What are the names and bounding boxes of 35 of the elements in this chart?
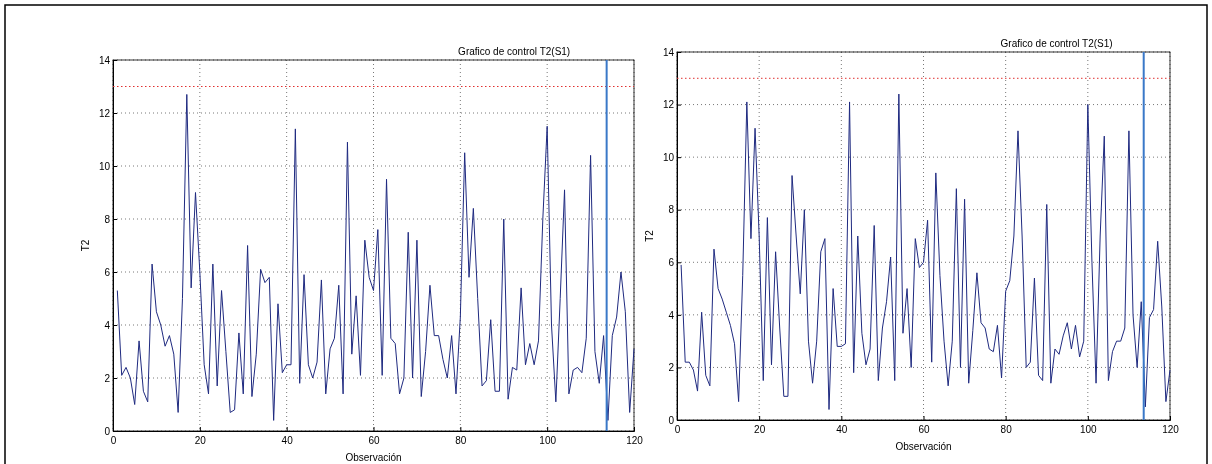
y-tick-label: 2 — [668, 362, 675, 374]
x-tick-label: 20 — [754, 424, 766, 435]
x-axis-title: Observación — [895, 441, 952, 452]
x-tick-label: 20 — [194, 435, 207, 446]
x-tick-label: 100 — [539, 435, 557, 446]
x-tick-label: 60 — [918, 424, 930, 435]
y-tick-label: 10 — [98, 160, 111, 172]
y-tick-label: 14 — [662, 46, 675, 58]
y-tick-label: 8 — [668, 204, 675, 216]
chart-title: Grafico de control T2(S1) — [458, 46, 571, 57]
y-axis-title: T2 — [80, 239, 91, 252]
x-tick-label: 120 — [626, 435, 644, 446]
y-tick-label: 8 — [104, 213, 111, 225]
x-axis-title: Observación — [345, 452, 402, 463]
y-axis-title: T2 — [644, 229, 655, 242]
x-tick-label: 80 — [1000, 424, 1013, 435]
y-tick-label: 12 — [98, 107, 111, 119]
x-tick-label: 80 — [455, 435, 467, 446]
x-tick-label: 60 — [368, 435, 380, 446]
y-tick-label: 14 — [98, 54, 111, 66]
y-tick-label: 4 — [668, 309, 675, 321]
y-tick-label: 6 — [104, 266, 111, 278]
line-series — [680, 93, 1171, 410]
x-tick-label: 40 — [281, 435, 294, 446]
y-tick-label: 10 — [662, 151, 675, 163]
y-tick-label: 12 — [662, 99, 675, 111]
x-tick-label: 100 — [1079, 424, 1098, 435]
chart-title: Grafico de control T2(S1) — [1000, 38, 1113, 49]
y-tick-label: 4 — [104, 319, 111, 331]
y-tick-label: 6 — [668, 256, 675, 268]
x-tick-label: 120 — [1162, 424, 1180, 435]
y-tick-label: 2 — [104, 372, 111, 384]
y-tick-label: 0 — [668, 414, 675, 426]
line-series — [116, 93, 635, 421]
x-tick-label: 40 — [836, 424, 848, 435]
